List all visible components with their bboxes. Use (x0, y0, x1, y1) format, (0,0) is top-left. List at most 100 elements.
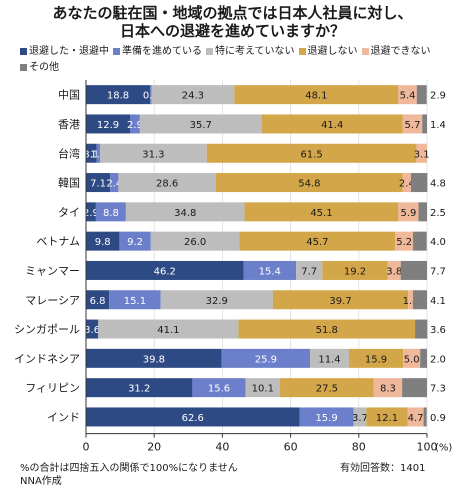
bar-9-5 (420, 348, 427, 368)
bar-0-3 (234, 85, 399, 105)
bar-0-4 (398, 85, 417, 105)
data-label-3-2: 28.6 (156, 179, 178, 190)
data-label-7-4: 1.4 (403, 296, 419, 307)
bar-8-5 (415, 319, 428, 339)
footnote: %の合計は四捨五入の関係で100%になりません NNA作成 (20, 462, 238, 488)
data-label-10-5: 7.3 (430, 384, 446, 395)
bar-5-3 (239, 231, 396, 251)
chart-title-line-2: 日本への退避を進めていますか？ (119, 22, 345, 40)
bar-8-2 (98, 319, 239, 339)
data-label-0-0: 18.8 (107, 91, 129, 102)
bar-11-0 (86, 407, 300, 427)
data-label-3-5: 4.8 (430, 179, 446, 190)
data-label-7-0: 6.8 (90, 296, 106, 307)
bar-1-2 (139, 114, 262, 134)
chart-title: あなたの駐在国・地域の拠点では日本人社員に対し、 日本への退避を進めていますか？ (0, 4, 465, 40)
x-axis-unit: (%) (435, 443, 452, 454)
data-label-9-0: 39.8 (143, 354, 165, 365)
data-label-4-1: 8.8 (103, 208, 119, 219)
data-label-6-2: 7.7 (301, 266, 317, 277)
data-label-11-2: 3.7 (352, 413, 368, 424)
data-label-4-5: 2.5 (430, 208, 446, 219)
data-label-10-3: 27.5 (316, 384, 338, 395)
legend-label-4: 退避できない (370, 46, 431, 57)
category-label-2: 台湾 (58, 146, 80, 160)
bar-4-1 (95, 202, 126, 222)
data-label-10-2: 10.1 (252, 384, 274, 395)
bar-6-1 (243, 260, 297, 280)
bar-0-0 (86, 85, 151, 105)
bar-0-5 (416, 85, 427, 105)
data-label-2-0: 3.1 (83, 149, 99, 160)
data-label-1-1: 2.9 (127, 120, 143, 131)
bar-5-4 (395, 231, 414, 251)
category-label-10: フィリピン (25, 382, 80, 395)
data-label-5-5: 4.0 (430, 237, 446, 248)
bar-5-1 (119, 231, 151, 251)
legend-item-5: その他 (20, 60, 59, 75)
legend-swatch-0 (20, 48, 27, 55)
data-label-9-1: 25.9 (255, 354, 277, 365)
bar-6-2 (296, 260, 323, 280)
data-label-11-3: 12.1 (376, 413, 398, 424)
bar-0-1 (150, 85, 152, 105)
data-label-1-4: 5.7 (405, 120, 421, 131)
bar-10-2 (245, 378, 281, 398)
legend-item-4: 退避できない (361, 44, 431, 59)
category-label-3: 韓国 (58, 177, 80, 190)
bar-6-3 (322, 260, 388, 280)
bar-3-5 (410, 173, 428, 193)
bar-5-5 (413, 231, 427, 251)
bar-9-2 (310, 348, 349, 368)
data-label-5-0: 9.8 (95, 237, 111, 248)
data-label-2-3: 61.5 (300, 149, 322, 160)
data-label-2-2: 31.3 (142, 149, 164, 160)
legend-item-0: 退避した・退避中 (20, 44, 109, 59)
bar-3-3 (215, 173, 403, 193)
category-label-1: 香港 (58, 118, 80, 131)
data-label-2-4: 3.1 (414, 149, 430, 160)
legend-swatch-5 (20, 64, 27, 71)
bar-4-3 (244, 202, 399, 222)
data-label-9-5: 2.0 (430, 354, 446, 365)
data-label-11-4: 4.7 (408, 413, 424, 424)
bar-9-3 (348, 348, 404, 368)
bar-8-3 (238, 319, 416, 339)
bar-7-2 (160, 290, 273, 310)
data-label-6-1: 15.4 (259, 266, 281, 277)
data-label-5-2: 26.0 (184, 237, 206, 248)
bar-3-1 (110, 173, 119, 193)
bar-2-4 (416, 143, 427, 163)
data-label-7-2: 32.9 (206, 296, 228, 307)
data-label-3-3: 54.8 (298, 179, 320, 190)
legend-swatch-4 (361, 48, 369, 55)
category-label-11: インド (47, 411, 80, 424)
x-tick-label-3: 60 (284, 441, 298, 454)
category-label-7: マレーシア (25, 294, 80, 307)
data-label-4-3: 45.1 (310, 208, 332, 219)
x-tick-label-1: 20 (147, 441, 161, 454)
data-label-1-0: 12.9 (97, 120, 119, 131)
data-label-7-1: 15.1 (124, 296, 146, 307)
data-label-5-3: 45.7 (306, 237, 328, 248)
bar-7-4 (408, 290, 414, 310)
data-label-4-2: 34.8 (174, 208, 196, 219)
bar-6-0 (86, 260, 244, 280)
category-label-4: タイ (58, 206, 80, 219)
legend-item-3: 退避しない (298, 44, 358, 59)
bar-1-5 (422, 114, 427, 134)
data-label-3-4: 2.4 (399, 179, 415, 190)
bar-1-3 (261, 114, 403, 134)
data-label-0-4: 5.4 (400, 91, 416, 102)
data-label-5-1: 9.2 (127, 237, 143, 248)
data-label-10-1: 15.6 (208, 384, 230, 395)
data-label-9-3: 15.9 (365, 354, 387, 365)
data-label-7-3: 39.7 (329, 296, 351, 307)
bar-11-1 (299, 407, 354, 427)
bar-10-5 (402, 378, 427, 398)
category-label-0: 中国 (58, 89, 80, 102)
bar-11-3 (366, 407, 408, 427)
bar-2-3 (206, 143, 417, 163)
bar-6-5 (400, 260, 427, 280)
x-tick-label-5: 100 (417, 441, 438, 454)
